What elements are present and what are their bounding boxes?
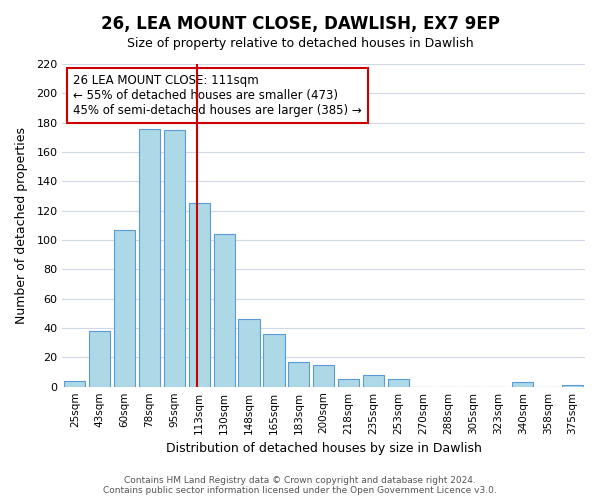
Text: Size of property relative to detached houses in Dawlish: Size of property relative to detached ho… bbox=[127, 38, 473, 51]
Bar bbox=[562, 385, 583, 386]
Bar bbox=[288, 362, 310, 386]
Text: 26 LEA MOUNT CLOSE: 111sqm
← 55% of detached houses are smaller (473)
45% of sem: 26 LEA MOUNT CLOSE: 111sqm ← 55% of deta… bbox=[73, 74, 362, 116]
Bar bbox=[238, 319, 260, 386]
Bar bbox=[313, 364, 334, 386]
Bar bbox=[139, 128, 160, 386]
Text: Contains HM Land Registry data © Crown copyright and database right 2024.
Contai: Contains HM Land Registry data © Crown c… bbox=[103, 476, 497, 495]
Y-axis label: Number of detached properties: Number of detached properties bbox=[15, 127, 28, 324]
Bar bbox=[89, 331, 110, 386]
X-axis label: Distribution of detached houses by size in Dawlish: Distribution of detached houses by size … bbox=[166, 442, 482, 455]
Bar bbox=[512, 382, 533, 386]
Bar bbox=[114, 230, 135, 386]
Bar bbox=[189, 204, 210, 386]
Bar bbox=[214, 234, 235, 386]
Bar bbox=[338, 380, 359, 386]
Text: 26, LEA MOUNT CLOSE, DAWLISH, EX7 9EP: 26, LEA MOUNT CLOSE, DAWLISH, EX7 9EP bbox=[101, 15, 499, 33]
Bar bbox=[263, 334, 284, 386]
Bar bbox=[64, 381, 85, 386]
Bar bbox=[388, 380, 409, 386]
Bar bbox=[164, 130, 185, 386]
Bar bbox=[363, 375, 384, 386]
